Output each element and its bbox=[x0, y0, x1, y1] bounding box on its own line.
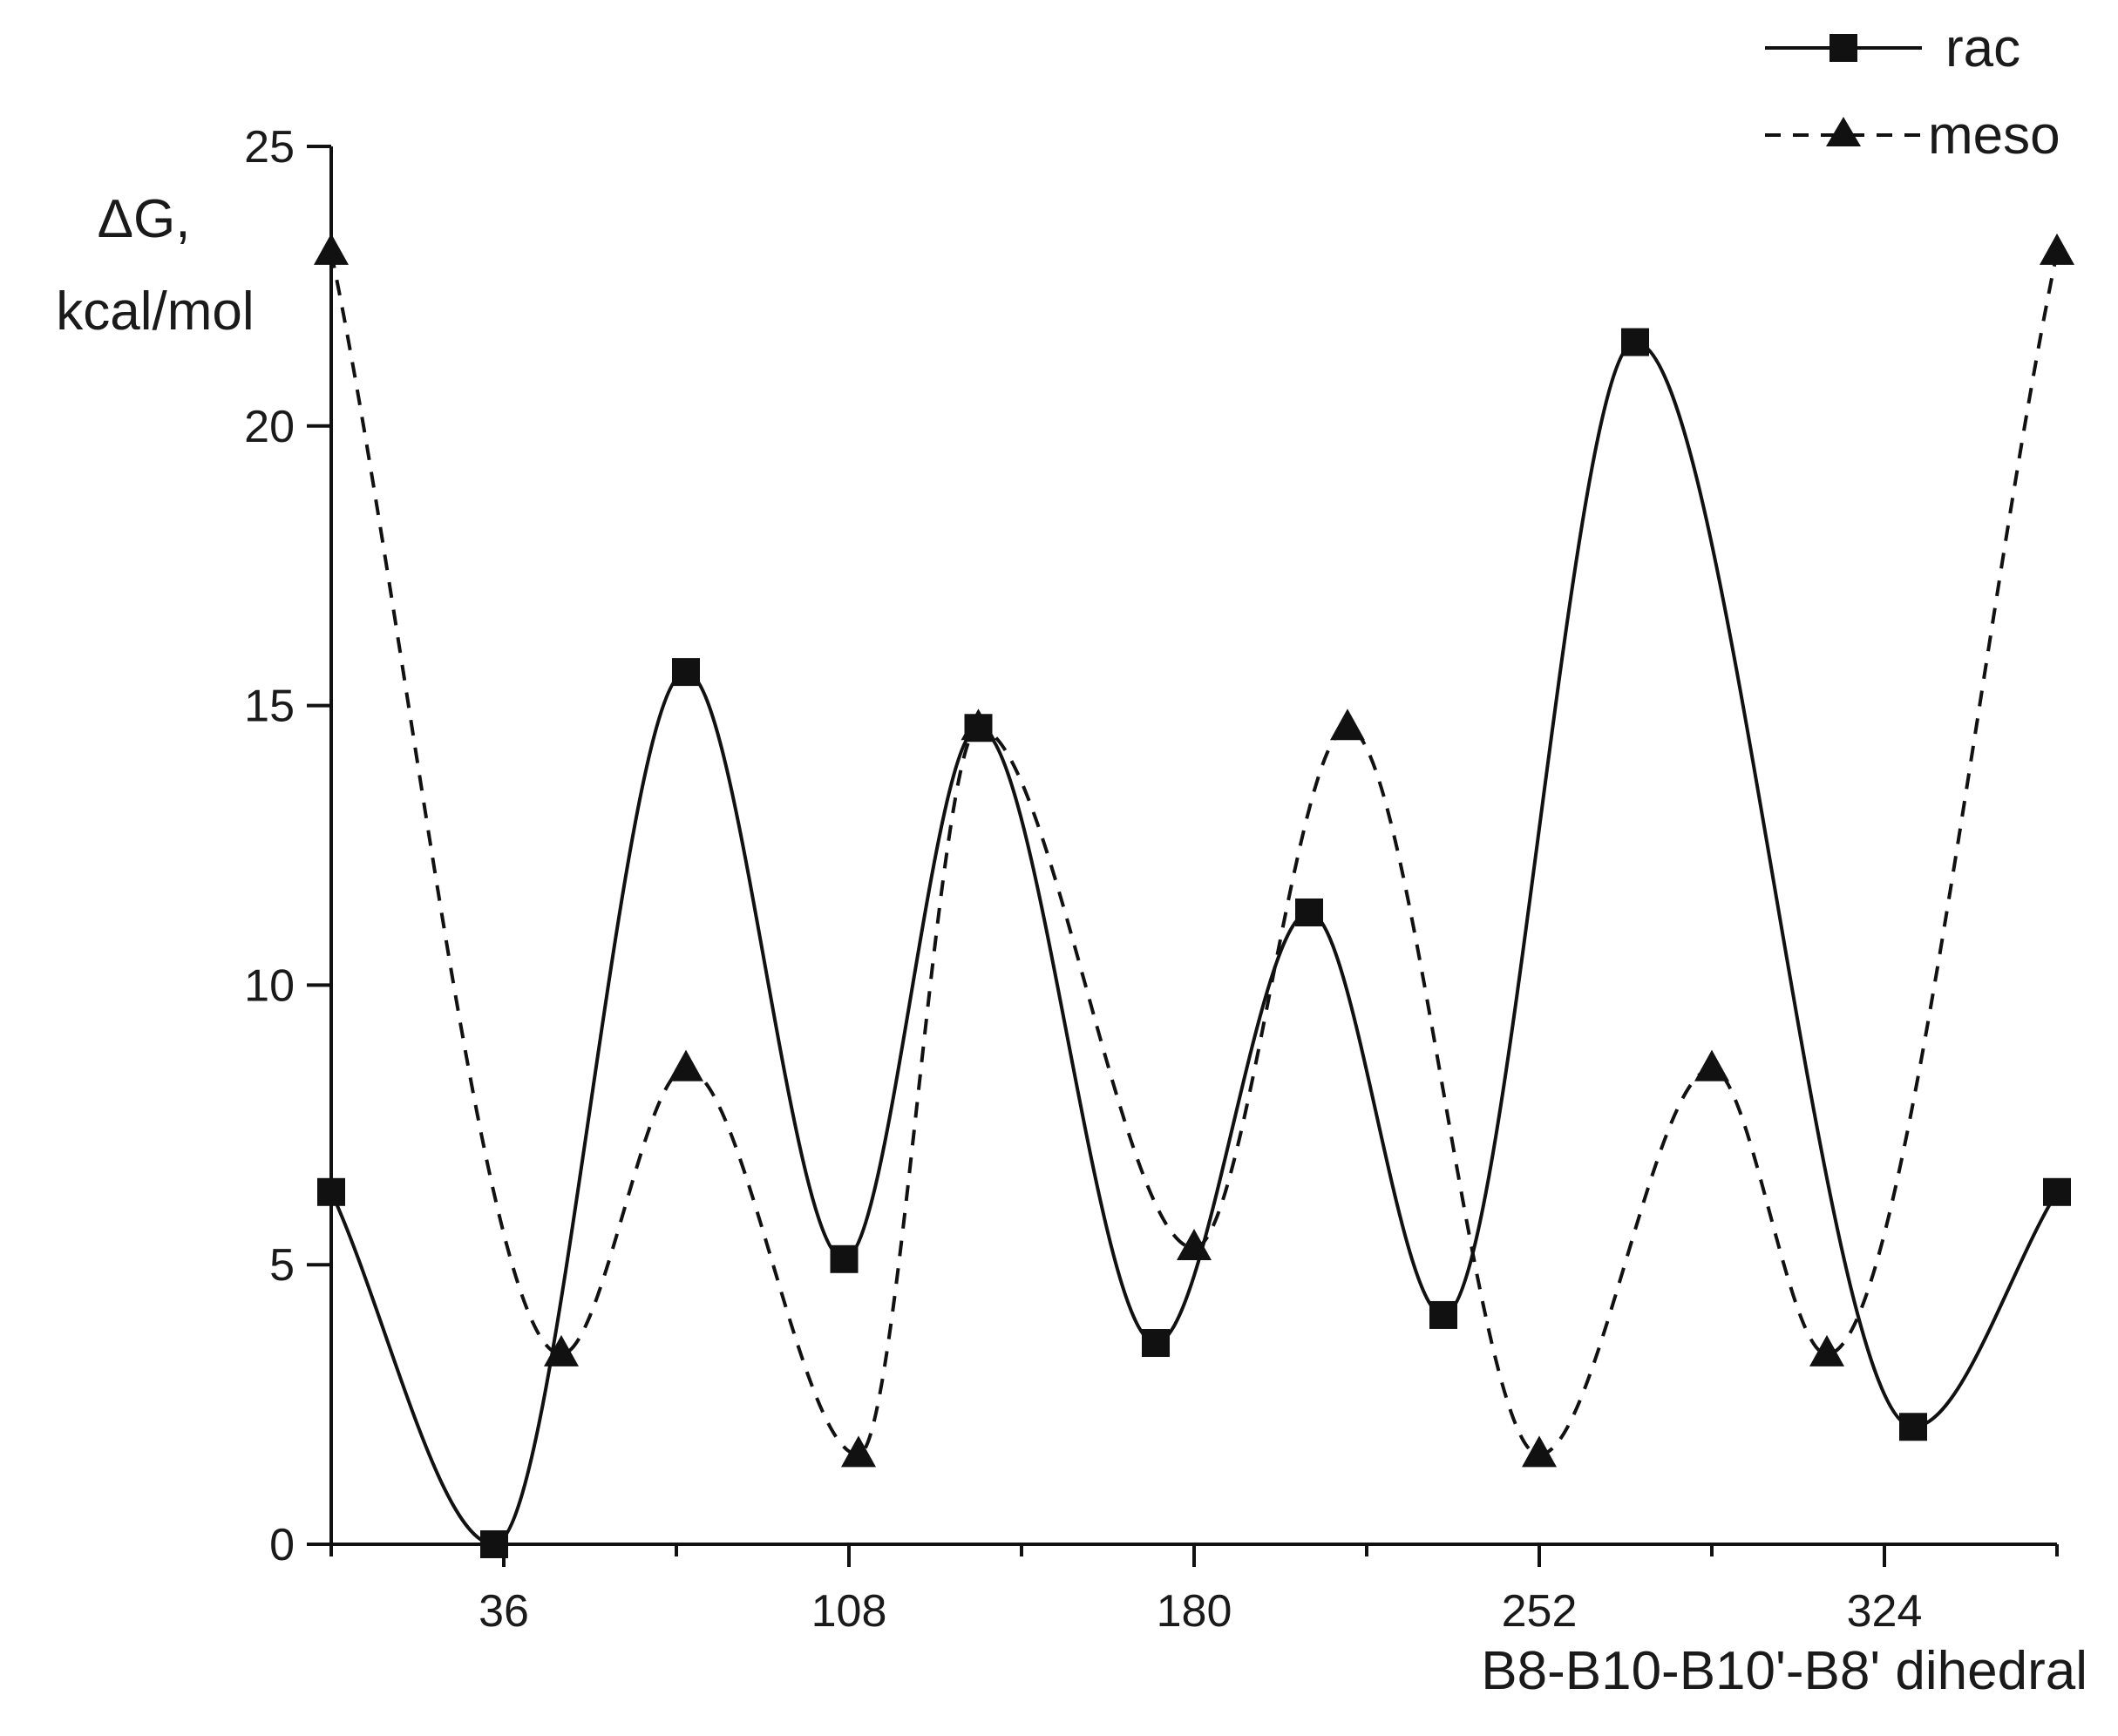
y-tick-label: 20 bbox=[244, 402, 295, 452]
y-tick-label: 25 bbox=[244, 122, 295, 173]
data-point-rac bbox=[1295, 898, 1323, 926]
x-tick-label: 324 bbox=[1847, 1586, 1923, 1637]
data-point-meso bbox=[1809, 1334, 1844, 1366]
data-point-meso bbox=[841, 1435, 876, 1468]
data-point-meso bbox=[669, 1049, 703, 1082]
data-point-rac bbox=[1142, 1329, 1170, 1358]
data-point-rac bbox=[1429, 1300, 1457, 1329]
data-point-rac bbox=[830, 1244, 859, 1273]
y-axis-title-line2: kcal/mol bbox=[56, 281, 254, 342]
axes bbox=[329, 146, 2057, 1546]
data-point-meso bbox=[1177, 1228, 1212, 1260]
x-ticks: 36 108 180 252 324 bbox=[329, 1544, 2059, 1637]
legend-meso-label: meso bbox=[1928, 105, 2060, 166]
series-markers bbox=[314, 233, 2074, 1558]
legend: rac meso bbox=[1765, 18, 2060, 166]
y-axis-title-line1: ΔG, bbox=[98, 189, 191, 249]
series-curves bbox=[329, 252, 2059, 1547]
x-axis-title: B8-B10-B10'-B8' dihedral bbox=[1481, 1641, 2087, 1701]
data-point-meso bbox=[1330, 709, 1365, 741]
data-point-meso bbox=[1694, 1049, 1729, 1082]
data-point-meso bbox=[2040, 233, 2074, 265]
data-point-meso bbox=[961, 709, 996, 741]
legend-rac-label: rac bbox=[1945, 18, 2020, 78]
series-line-meso bbox=[329, 252, 2059, 1457]
legend-rac-marker bbox=[1829, 34, 1857, 62]
y-tick-label: 10 bbox=[244, 960, 295, 1011]
x-tick-label: 36 bbox=[479, 1586, 529, 1637]
data-point-rac bbox=[672, 658, 700, 687]
x-tick-label: 108 bbox=[811, 1586, 887, 1637]
data-point-meso bbox=[1522, 1435, 1557, 1468]
data-point-rac bbox=[1621, 328, 1649, 356]
data-point-rac bbox=[1899, 1413, 1927, 1441]
x-tick-label: 180 bbox=[1157, 1586, 1232, 1637]
y-ticks: 0 5 10 15 20 25 bbox=[244, 122, 331, 1570]
y-tick-label: 5 bbox=[269, 1240, 295, 1291]
data-point-rac bbox=[2043, 1177, 2071, 1206]
y-tick-label: 0 bbox=[269, 1520, 295, 1570]
y-tick-label: 15 bbox=[244, 682, 295, 732]
data-point-meso bbox=[544, 1334, 579, 1366]
legend-meso-marker bbox=[1826, 117, 1861, 146]
x-tick-label: 252 bbox=[1502, 1586, 1578, 1637]
series-line-rac bbox=[329, 340, 2059, 1547]
